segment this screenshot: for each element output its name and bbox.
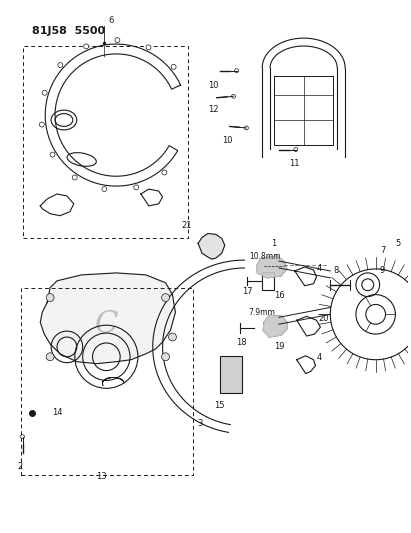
Circle shape xyxy=(171,64,176,69)
Text: 10.8mm: 10.8mm xyxy=(249,252,281,261)
Text: 21: 21 xyxy=(182,221,192,230)
Circle shape xyxy=(84,44,89,49)
Circle shape xyxy=(134,185,139,190)
Bar xyxy=(23,46,188,238)
Text: 8: 8 xyxy=(333,266,339,275)
Circle shape xyxy=(162,353,169,361)
Polygon shape xyxy=(40,273,175,364)
Circle shape xyxy=(50,152,55,157)
Text: 10: 10 xyxy=(222,136,233,145)
Text: 7: 7 xyxy=(381,246,386,255)
Text: 81J58  5500: 81J58 5500 xyxy=(32,26,106,36)
Text: 3: 3 xyxy=(197,419,203,428)
Text: 20: 20 xyxy=(319,314,329,323)
Text: 12: 12 xyxy=(208,105,218,114)
Circle shape xyxy=(46,353,54,361)
Text: C: C xyxy=(95,309,118,340)
Bar xyxy=(262,272,274,289)
Text: 18: 18 xyxy=(236,338,247,347)
Circle shape xyxy=(46,294,54,302)
Circle shape xyxy=(162,294,169,302)
Text: 1: 1 xyxy=(271,239,277,248)
Text: 4: 4 xyxy=(316,264,322,273)
Polygon shape xyxy=(257,256,287,278)
Bar xyxy=(274,76,333,144)
Text: 10: 10 xyxy=(208,80,218,90)
Circle shape xyxy=(115,38,120,43)
Circle shape xyxy=(58,62,63,68)
Polygon shape xyxy=(263,316,287,337)
Bar xyxy=(220,356,242,393)
Circle shape xyxy=(162,170,167,175)
Text: 5: 5 xyxy=(395,239,401,248)
Text: 4: 4 xyxy=(316,353,322,362)
Text: 6: 6 xyxy=(109,17,114,25)
Text: 15: 15 xyxy=(215,401,225,410)
Circle shape xyxy=(72,175,77,180)
Text: 19: 19 xyxy=(274,342,284,351)
Text: 16: 16 xyxy=(274,290,285,300)
Circle shape xyxy=(169,333,176,341)
Circle shape xyxy=(146,45,151,50)
Text: 13: 13 xyxy=(96,472,107,481)
Polygon shape xyxy=(198,233,225,259)
Text: 14: 14 xyxy=(52,408,62,417)
Text: 7.9mm: 7.9mm xyxy=(248,308,275,317)
Text: 9: 9 xyxy=(380,266,385,275)
Text: 11: 11 xyxy=(289,159,299,168)
Bar xyxy=(21,288,193,475)
Circle shape xyxy=(39,122,44,127)
Circle shape xyxy=(42,91,47,95)
Text: 2: 2 xyxy=(18,462,23,471)
Circle shape xyxy=(102,187,107,191)
Text: 17: 17 xyxy=(242,287,253,296)
